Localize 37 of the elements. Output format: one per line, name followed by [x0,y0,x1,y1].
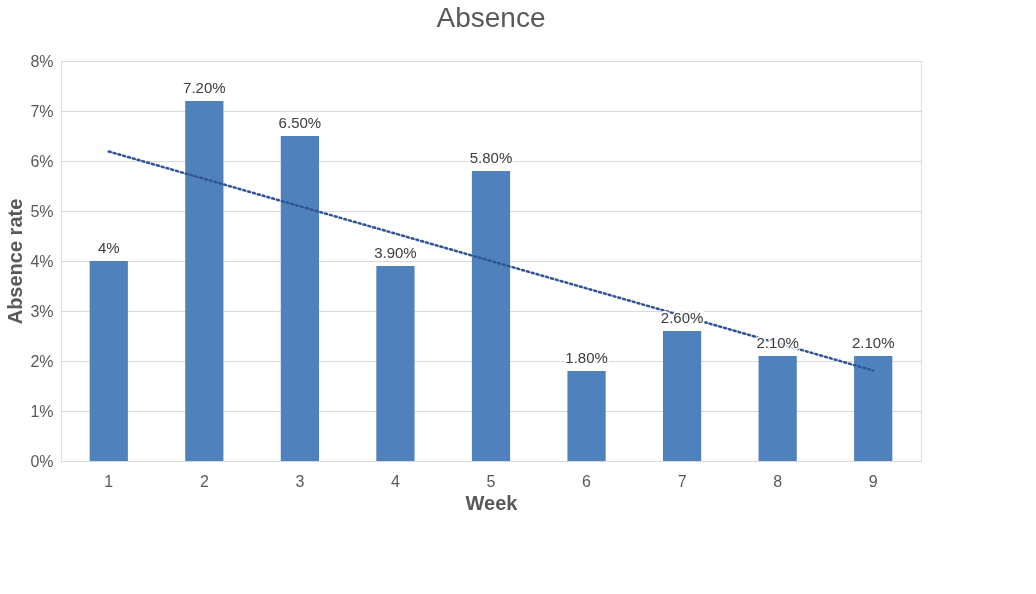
data-label: 7.20% [183,79,226,96]
bar [663,331,702,461]
y-tick-label: 7% [30,102,54,120]
y-axis-title: Absence rate [4,198,27,325]
data-label: 2.10% [851,334,895,351]
bar [280,136,319,461]
bar [471,171,511,461]
x-tick-label: 8 [773,472,783,490]
data-label: 1.80% [565,349,608,366]
bar [854,356,893,461]
y-tick-label: 6% [30,152,54,170]
x-tick-label: 9 [868,472,878,490]
y-tick-label: 3% [30,302,54,320]
bar [567,371,606,461]
x-tick-label: 4 [390,472,400,490]
data-label: 5.80% [469,149,513,166]
x-tick-label: 1 [104,472,114,490]
y-tick-label: 2% [30,352,54,370]
x-tick-label: 2 [199,472,209,490]
y-tick-label: 1% [30,402,54,420]
chart-title: Absence [436,2,546,33]
y-tick-label: 8% [30,52,54,70]
bar [376,266,415,461]
data-label: 4% [97,239,120,256]
y-tick-label: 0% [30,452,54,470]
y-tick-label: 4% [30,252,54,270]
x-tick-label: 5 [486,472,496,490]
bar [89,261,128,461]
x-tick-label: 3 [295,472,305,490]
bar [185,101,224,461]
x-axis-title: Week [465,491,519,514]
data-label: 3.90% [374,244,417,261]
data-label: 6.50% [278,114,322,131]
y-tick-label: 5% [30,202,54,220]
x-tick-label: 6 [582,472,592,490]
bar [758,356,797,461]
x-tick-label: 7 [677,472,687,490]
